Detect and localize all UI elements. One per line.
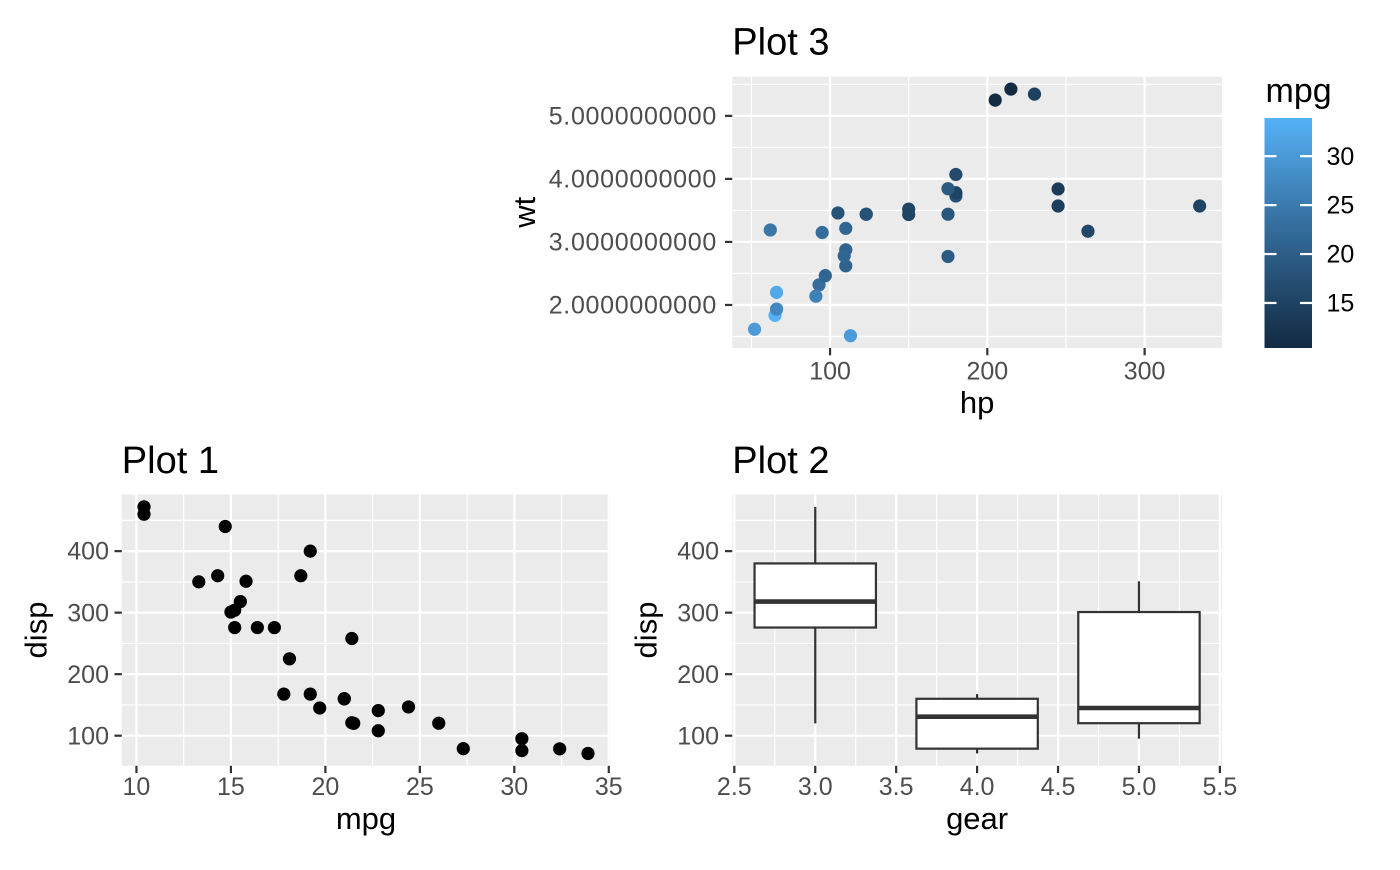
svg-text:hp: hp <box>960 385 994 420</box>
svg-text:100: 100 <box>67 722 109 750</box>
svg-text:35: 35 <box>595 773 623 801</box>
svg-text:5.0000000000: 5.0000000000 <box>549 102 717 130</box>
svg-text:4.5: 4.5 <box>1041 773 1076 801</box>
svg-text:25: 25 <box>406 773 434 801</box>
svg-text:20: 20 <box>311 773 339 801</box>
svg-text:300: 300 <box>677 599 719 627</box>
svg-text:30: 30 <box>1327 143 1355 171</box>
svg-text:wt: wt <box>507 196 542 228</box>
svg-text:200: 200 <box>966 357 1008 385</box>
svg-text:5.5: 5.5 <box>1202 773 1237 801</box>
svg-text:disp: disp <box>629 602 664 659</box>
svg-text:mpg: mpg <box>336 801 396 836</box>
svg-text:400: 400 <box>67 538 109 566</box>
svg-text:3.0: 3.0 <box>798 773 833 801</box>
svg-text:10: 10 <box>123 773 151 801</box>
svg-text:mpg: mpg <box>1266 72 1332 110</box>
svg-text:2.5: 2.5 <box>717 773 752 801</box>
svg-text:Plot 3: Plot 3 <box>732 22 829 64</box>
svg-text:4.0: 4.0 <box>960 773 995 801</box>
svg-text:3.5: 3.5 <box>879 773 914 801</box>
svg-text:300: 300 <box>1124 357 1166 385</box>
svg-text:2.0000000000: 2.0000000000 <box>549 292 717 320</box>
svg-text:25: 25 <box>1327 192 1355 220</box>
svg-text:3.0000000000: 3.0000000000 <box>549 229 717 257</box>
svg-text:Plot 2: Plot 2 <box>732 440 829 482</box>
svg-text:300: 300 <box>67 599 109 627</box>
svg-text:30: 30 <box>500 773 528 801</box>
svg-text:4.0000000000: 4.0000000000 <box>549 165 717 193</box>
svg-text:200: 200 <box>677 661 719 689</box>
svg-text:Plot 1: Plot 1 <box>122 440 219 482</box>
svg-text:100: 100 <box>677 722 719 750</box>
svg-text:15: 15 <box>1327 290 1355 318</box>
svg-text:15: 15 <box>217 773 245 801</box>
svg-text:400: 400 <box>677 538 719 566</box>
svg-text:20: 20 <box>1327 241 1355 269</box>
svg-text:5.0: 5.0 <box>1122 773 1157 801</box>
svg-text:200: 200 <box>67 661 109 689</box>
svg-text:gear: gear <box>946 801 1008 836</box>
svg-text:disp: disp <box>19 602 54 659</box>
svg-text:100: 100 <box>809 357 851 385</box>
